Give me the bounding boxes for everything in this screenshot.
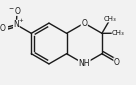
Text: N: N: [13, 20, 19, 29]
Text: +: +: [18, 18, 23, 23]
Text: −: −: [9, 5, 14, 10]
Text: O: O: [81, 19, 87, 28]
Text: CH₃: CH₃: [112, 30, 125, 36]
Text: O: O: [0, 24, 5, 33]
Text: O: O: [114, 58, 120, 67]
Text: O: O: [14, 6, 20, 15]
Text: CH₃: CH₃: [104, 16, 117, 22]
Text: NH: NH: [78, 59, 90, 68]
